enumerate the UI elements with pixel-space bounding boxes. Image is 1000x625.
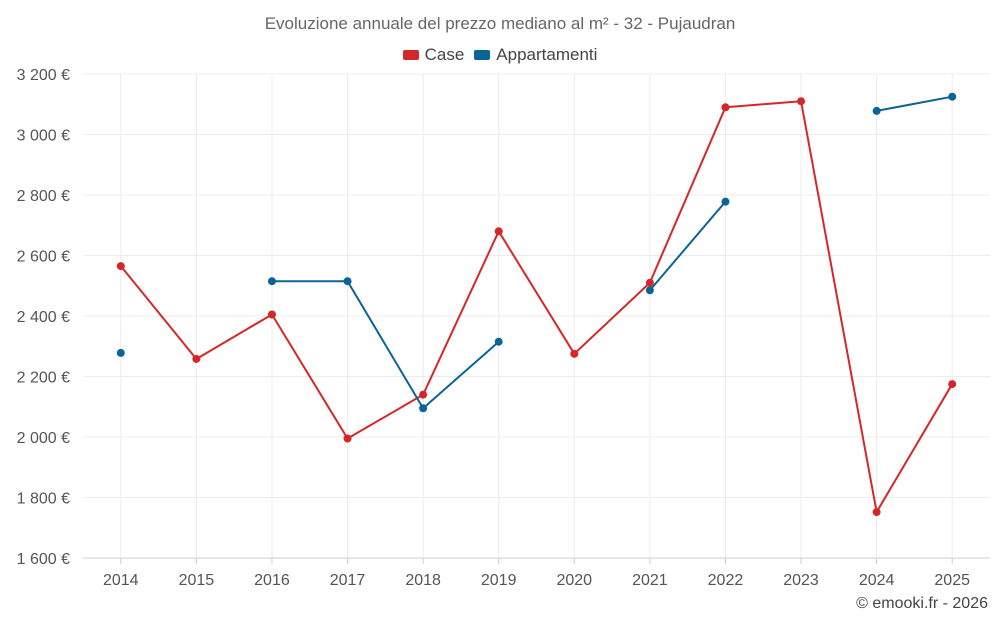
x-tick-label: 2021 bbox=[632, 572, 668, 589]
series-line-case bbox=[120, 100, 954, 514]
data-point-appartamenti bbox=[116, 348, 125, 357]
y-tick-label: 3 000 € bbox=[17, 128, 70, 145]
data-point-case bbox=[570, 349, 579, 358]
data-point-case bbox=[419, 390, 428, 399]
x-tick-label: 2015 bbox=[179, 572, 215, 589]
data-point-case bbox=[494, 227, 503, 236]
x-tick-label: 2018 bbox=[405, 572, 441, 589]
data-point-appartamenti bbox=[267, 277, 276, 286]
series-line-appartamenti bbox=[271, 280, 500, 410]
data-point-appartamenti bbox=[872, 106, 881, 115]
legend-swatch-appartamenti bbox=[474, 50, 491, 60]
data-point-appartamenti bbox=[343, 277, 352, 286]
y-tick-label: 1 600 € bbox=[17, 551, 70, 568]
y-tick-label: 2 800 € bbox=[17, 188, 70, 205]
x-tick-label: 2016 bbox=[254, 572, 290, 589]
data-point-case bbox=[872, 508, 881, 517]
data-point-case bbox=[267, 310, 276, 319]
y-tick-label: 2 200 € bbox=[17, 370, 70, 387]
x-tick-label: 2022 bbox=[708, 572, 744, 589]
data-point-appartamenti bbox=[721, 197, 730, 206]
credit-text: © emooki.fr - 2026 bbox=[856, 595, 988, 612]
series-line-appartamenti bbox=[876, 95, 953, 112]
data-point-case bbox=[343, 434, 352, 443]
data-point-appartamenti bbox=[494, 337, 503, 346]
data-point-case bbox=[192, 354, 201, 363]
y-tick-label: 3 200 € bbox=[17, 67, 70, 84]
y-tick-label: 2 600 € bbox=[17, 249, 70, 266]
legend: Case Appartamenti bbox=[0, 45, 1000, 65]
legend-label-appartamenti: Appartamenti bbox=[496, 45, 598, 64]
legend-label-case: Case bbox=[424, 45, 465, 64]
data-point-case bbox=[721, 103, 730, 112]
data-point-appartamenti bbox=[645, 286, 654, 295]
x-tick-label: 2017 bbox=[330, 572, 366, 589]
data-point-case bbox=[948, 380, 957, 389]
x-tick-label: 2020 bbox=[556, 572, 592, 589]
series-line-appartamenti bbox=[649, 201, 727, 291]
y-tick-label: 2 400 € bbox=[17, 309, 70, 326]
data-point-appartamenti bbox=[419, 404, 428, 413]
data-point-appartamenti bbox=[948, 92, 957, 101]
x-tick-label: 2014 bbox=[103, 572, 139, 589]
legend-item-case[interactable]: Case bbox=[402, 45, 465, 65]
y-tick-label: 1 800 € bbox=[17, 491, 70, 508]
x-tick-label: 2019 bbox=[481, 572, 517, 589]
x-tick-label: 2023 bbox=[783, 572, 819, 589]
data-point-case bbox=[116, 262, 125, 271]
x-tick-label: 2024 bbox=[859, 572, 895, 589]
legend-swatch-case bbox=[402, 50, 419, 60]
chart-title: Evoluzione annuale del prezzo mediano al… bbox=[264, 14, 736, 33]
data-point-case bbox=[645, 278, 654, 287]
y-tick-label: 2 000 € bbox=[17, 430, 70, 447]
legend-item-appartamenti[interactable]: Appartamenti bbox=[474, 45, 597, 65]
x-tick-label: 2025 bbox=[934, 572, 970, 589]
data-point-case bbox=[797, 97, 806, 106]
